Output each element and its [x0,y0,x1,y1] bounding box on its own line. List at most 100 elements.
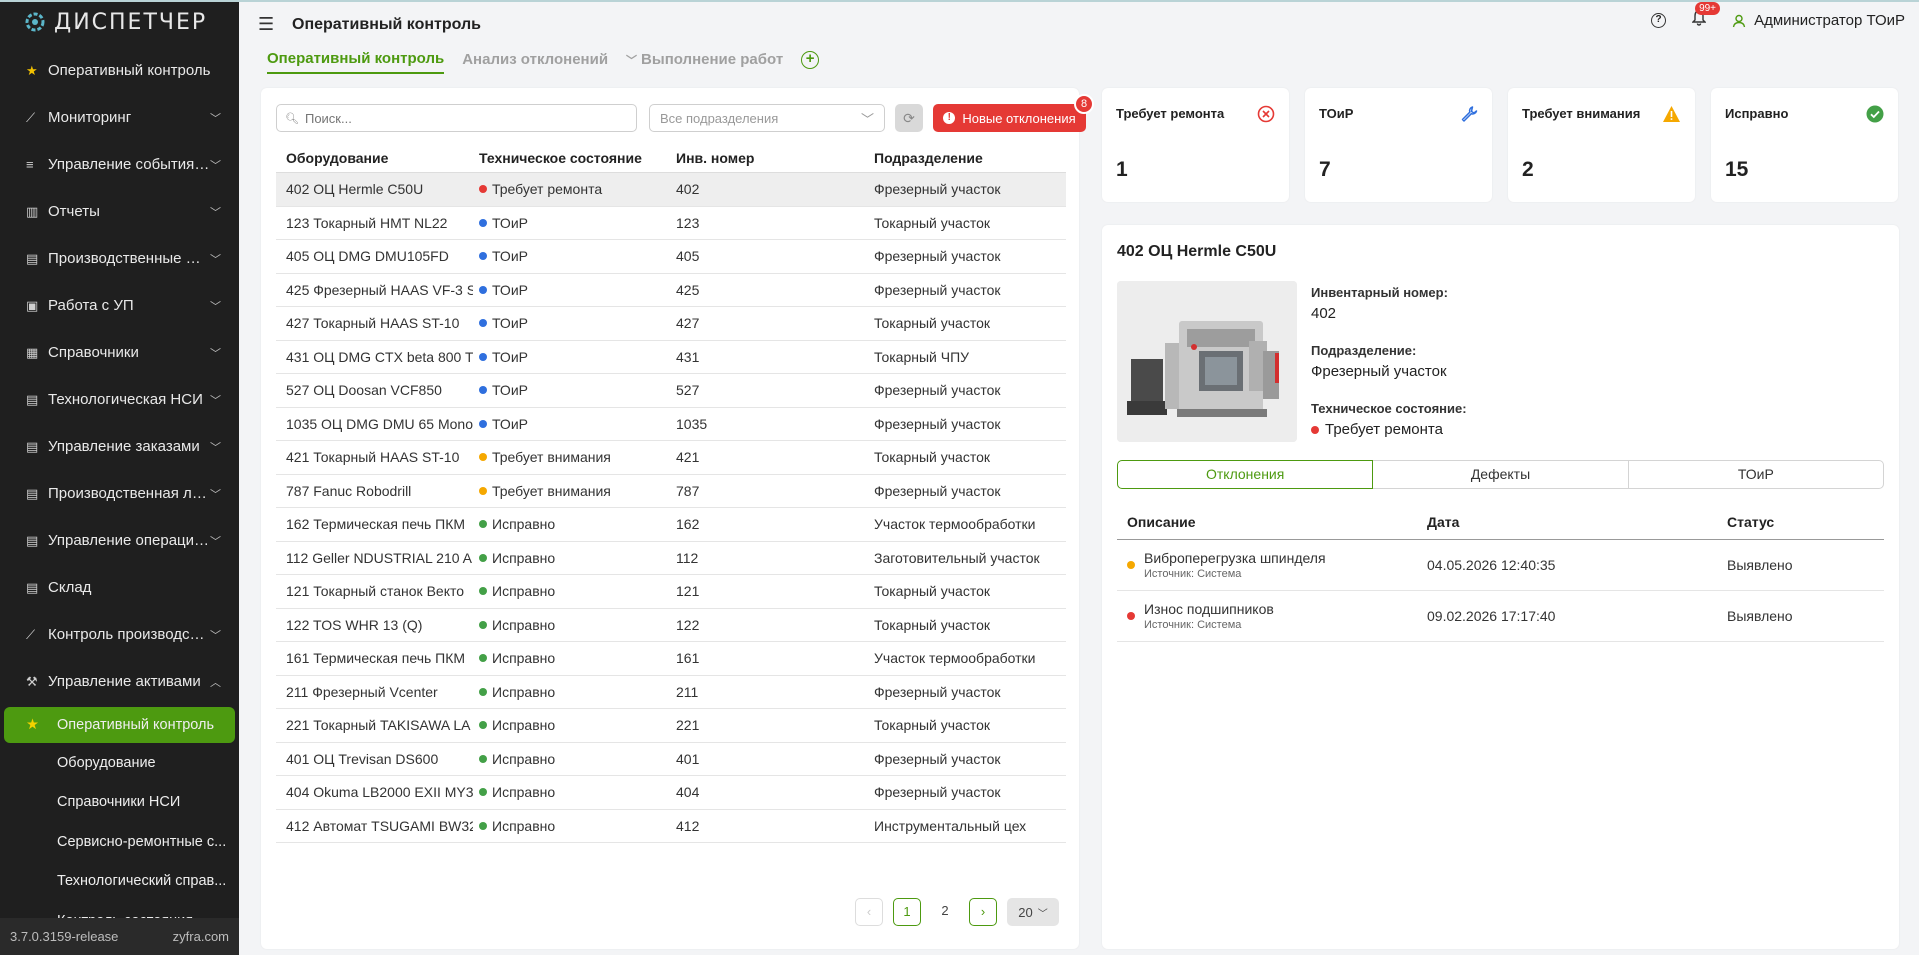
table-row[interactable]: 402 ОЦ Hermle C50U Требует ремонта 402 Фрез… [276,173,1066,207]
page-size-select[interactable]: 20 ﹀ [1007,898,1059,926]
table-row[interactable]: 427 Токарный HAAS ST-10 ТОиР 427 Токарный у… [276,307,1066,341]
equipment-name: 404 Okuma LB2000 EXII MY3 [286,784,473,801]
table-row[interactable]: 431 ОЦ DMG CTX beta 800 TC ТОиР 431 Токарны… [276,341,1066,374]
table-row[interactable]: 421 Токарный HAAS ST-10 Требует внимания 4… [276,441,1066,475]
tab-deviations[interactable]: Отклонения [1117,460,1374,489]
sidebar-item-4[interactable]: ▤ Производственные жу... ﹀ [0,235,239,282]
equipment-department: Фрезерный участок [874,683,1001,700]
column-header-description[interactable]: Описание [1127,513,1196,530]
table-row[interactable]: 527 ОЦ Doosan VCF850 ТОиР 527 Фрезерный уча… [276,374,1066,408]
user-icon [1732,14,1746,27]
table-row[interactable]: 122 TOS WHR 13 (Q) Исправно 122 Токарный уч… [276,609,1066,642]
table-row[interactable]: 405 ОЦ DMG DMU105FD ТОиР 405 Фрезерный учас… [276,240,1066,274]
sidebar-subitem-3[interactable]: Сервисно-ремонтные с... [0,822,239,862]
equipment-state: ТОиР [473,382,670,398]
deviation-text: Виброперегрузка шпинделя Источник: Систем… [1144,550,1326,580]
sidebar-item-10[interactable]: ▤ Управление операция... ﹀ [0,517,239,564]
deviation-row[interactable]: Износ подшипников Источник: Система 09.02.… [1117,591,1884,642]
notifications-button[interactable]: 99+ [1691,2,1721,31]
new-deviations-button[interactable]: ! Новые отклонения 8 [933,94,1094,132]
equipment-inv: 122 [676,616,700,633]
status-dot [479,419,487,428]
table-row[interactable]: 221 Токарный TAKISAWA LA Исправно 221 Токар… [276,709,1066,743]
equipment-state: ТОиР [473,282,670,298]
sidebar-subitem-0[interactable]: ★ Оперативный контроль [4,707,235,743]
notifications-badge: 99+ [1695,2,1721,15]
next-page-button[interactable]: › [969,898,997,926]
status-dot [479,252,487,261]
table-row[interactable]: 1035 ОЦ DMG DMU 65 Mono ТОиР 1035 Фрезерный… [276,408,1066,441]
star-icon: ★ [26,62,38,78]
table-row[interactable]: 404 Okuma LB2000 EXII MY3 Исправно 404 Фрез… [276,776,1066,810]
sidebar-item-0[interactable]: ★ Оперативный контроль [0,47,239,94]
table-row[interactable]: 161 Термическая печь ПКМ Исправно 161 Участ… [276,642,1066,676]
tab-operative-control[interactable]: Оперативный контроль [267,50,445,74]
journal-icon: ▤ [26,250,39,266]
column-header-department[interactable]: Подразделение [874,149,983,166]
sidebar-subitem-2[interactable]: Справочники НСИ [0,783,239,823]
add-tab-icon[interactable]: + [801,51,820,69]
table-row[interactable]: 412 Автомат TSUGAMI BW32 Исправно 412 Инстр… [276,810,1066,843]
menu-toggle-icon[interactable]: ☰ [258,14,275,34]
table-row[interactable]: 112 Geller NDUSTRIAL 210 A Исправно 112 Заг… [276,542,1066,575]
column-header-state[interactable]: Техническое состояние [479,149,642,166]
stat-card-toir[interactable]: ТОиР 7 [1305,88,1492,202]
tab-toir[interactable]: ТОиР [1627,460,1884,489]
search-input[interactable] [304,110,625,126]
column-header-date[interactable]: Дата [1427,513,1460,530]
table-row[interactable]: 425 Фрезерный HAAS VF-3 S ТОиР 425 Фрезерны… [276,274,1066,307]
sidebar-item-13[interactable]: ⚒ Управление активами ︿ [0,658,239,705]
tab-work-execution[interactable]: ﹀ Выполнение работ [626,51,783,73]
logo[interactable]: ДИСПЕТЧЕР [0,0,239,44]
column-header-equipment[interactable]: Оборудование [286,149,389,166]
warning-icon [1663,106,1680,122]
refresh-button[interactable]: ⟳ [895,104,923,132]
stat-card-ok[interactable]: Исправно 15 [1711,88,1898,202]
sidebar-item-2[interactable]: ≡ Управление событиями ﹀ [0,141,239,188]
sidebar-item-3[interactable]: ▥ Отчеты ﹀ [0,188,239,235]
deviation-status: Выявлено [1727,608,1793,624]
page-2-button[interactable]: 2 [941,903,949,918]
table-row[interactable]: 121 Токарный станок Векто Исправно 121 Тока… [276,575,1066,609]
deviation-description: Виброперегрузка шпинделя [1144,550,1326,566]
sidebar-item-5[interactable]: ▣ Работа с УП ﹀ [0,282,239,329]
sidebar-item-6[interactable]: ▦ Справочники ﹀ [0,329,239,376]
logistics-icon: ▤ [26,485,39,501]
sidebar-item-9[interactable]: ▤ Производственная ло... ﹀ [0,470,239,517]
table-row[interactable]: 162 Термическая печь ПКМ Исправно 162 Участ… [276,508,1066,542]
equipment-inv: 402 [676,181,700,198]
equipment-state: ТОиР [473,349,670,365]
vendor-link[interactable]: zyfra.com [172,929,229,944]
equipment-detail-panel: 402 ОЦ Hermle C50U Инвентарный номер: 40… [1102,225,1899,949]
prev-page-button[interactable]: ‹ [855,898,883,926]
sidebar-item-8[interactable]: ▤ Управление заказами ﹀ [0,423,239,470]
sidebar-item-11[interactable]: ▤ Склад [0,564,239,611]
sidebar-item-1[interactable]: ⟋ Мониторинг ﹀ [0,94,239,141]
table-row[interactable]: 123 Токарный HMT NL22 ТОиР 123 Токарный уча… [276,207,1066,240]
tab-defects[interactable]: Дефекты [1372,460,1629,489]
user-menu[interactable]: Администратор ТОиР [1732,12,1905,29]
column-header-status[interactable]: Статус [1727,513,1775,530]
equipment-department: Фрезерный участок [874,415,1001,432]
page-1-button[interactable]: 1 [893,898,921,926]
department-select[interactable]: Все подразделения ﹀ [649,104,885,132]
table-row[interactable]: 211 Фрезерный Vcenter Исправно 211 Фрезерны… [276,676,1066,709]
sidebar-item-label: Технологическая НСИ [48,391,203,408]
tab-deviation-analysis[interactable]: Анализ отклонений [462,51,609,68]
column-header-inv[interactable]: Инв. номер [676,149,755,166]
sidebar-item-12[interactable]: ⟋ Контроль производства ﹀ [0,611,239,658]
stat-card-needs-repair[interactable]: Требует ремонта 1 [1102,88,1289,202]
sidebar-item-7[interactable]: ▤ Технологическая НСИ ﹀ [0,376,239,423]
warehouse-icon: ▤ [26,579,39,595]
table-row[interactable]: 787 Fanuc Robodrill Требует внимания 787 Фр… [276,475,1066,508]
deviation-row[interactable]: Виброперегрузка шпинделя Источник: Систем… [1117,540,1884,591]
sidebar-subitem-4[interactable]: Технологический справ... [0,862,239,902]
header-tabs: Оперативный контроль Анализ отклонений ﹀… [267,50,820,74]
sidebar-subitem-1[interactable]: Оборудование [0,743,239,783]
alert-icon: ! [943,112,956,124]
operations-icon: ▤ [26,532,39,548]
table-row[interactable]: 401 ОЦ Trevisan DS600 Исправно 401 Фрезерны… [276,743,1066,776]
equipment-state: Исправно [473,583,670,599]
help-icon[interactable]: ? [1651,13,1667,28]
stat-card-needs-attention[interactable]: Требует внимания 2 [1508,88,1695,202]
